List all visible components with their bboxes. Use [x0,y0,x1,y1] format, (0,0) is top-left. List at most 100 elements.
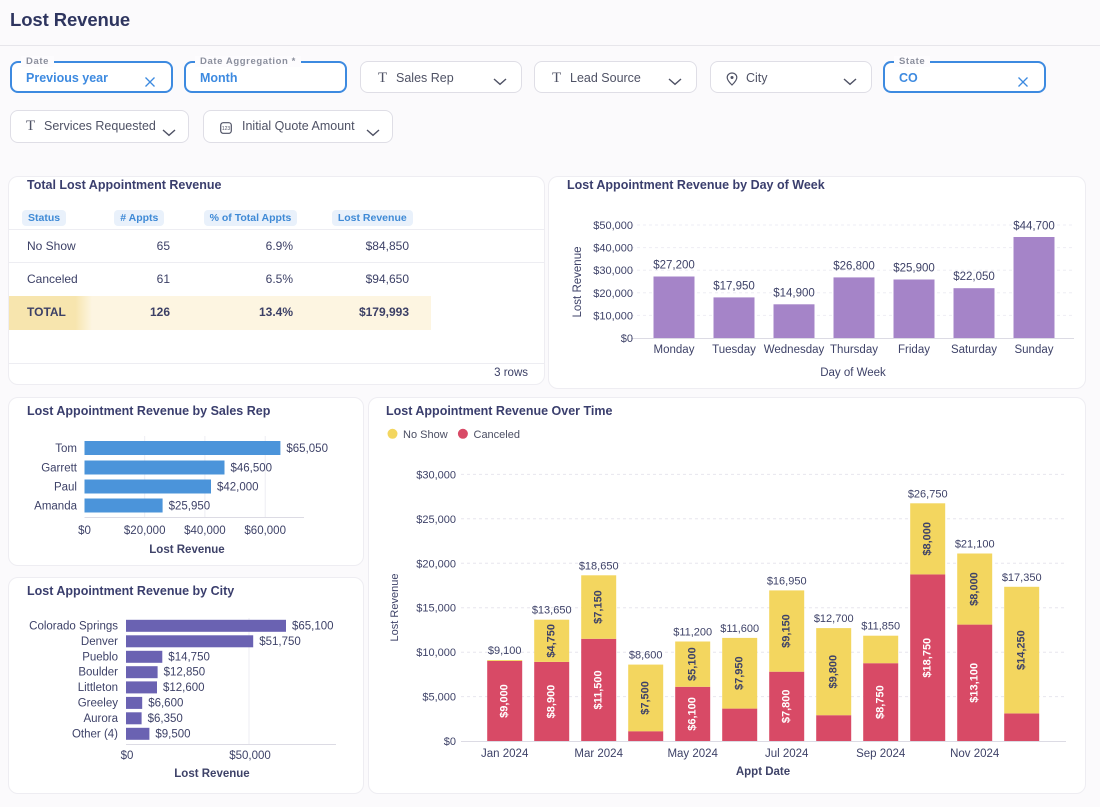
svg-text:$27,200: $27,200 [653,260,695,272]
svg-text:$11,600: $11,600 [720,623,759,635]
svg-text:$21,100: $21,100 [955,539,995,551]
svg-text:$8,000: $8,000 [922,522,934,556]
svg-text:$0: $0 [121,750,134,762]
svg-text:Amanda: Amanda [34,501,77,513]
svg-text:Sunday: Sunday [1014,344,1053,356]
svg-text:$12,700: $12,700 [814,613,854,625]
svg-text:Tuesday: Tuesday [712,344,756,356]
svg-text:$40,000: $40,000 [593,243,633,255]
svg-text:Wednesday: Wednesday [764,344,825,356]
svg-text:Tom: Tom [55,443,77,455]
svg-text:$30,000: $30,000 [593,265,633,277]
svg-text:$25,000: $25,000 [416,514,456,526]
svg-text:$17,950: $17,950 [713,280,755,292]
svg-text:Lost Revenue: Lost Revenue [389,574,401,642]
svg-text:Saturday: Saturday [951,344,997,356]
svg-text:$50,000: $50,000 [593,220,633,232]
svg-text:Greeley: Greeley [78,697,119,709]
svg-text:$25,950: $25,950 [169,501,211,513]
svg-text:$40,000: $40,000 [184,525,226,537]
svg-text:$0: $0 [78,525,91,537]
svg-text:Pueblo: Pueblo [82,651,118,663]
svg-text:$8,750: $8,750 [875,685,887,719]
svg-text:$11,200: $11,200 [673,627,712,639]
svg-text:$14,250: $14,250 [1016,630,1028,670]
svg-text:$20,000: $20,000 [124,525,166,537]
svg-text:$26,800: $26,800 [833,260,875,272]
svg-text:Lost Revenue: Lost Revenue [149,544,224,556]
svg-text:$46,500: $46,500 [231,463,273,475]
svg-text:$11,500: $11,500 [593,670,605,709]
svg-text:Other (4): Other (4) [72,728,118,740]
svg-text:$15,000: $15,000 [416,603,456,615]
svg-text:$10,000: $10,000 [593,310,633,322]
svg-text:Sep 2024: Sep 2024 [856,748,906,760]
svg-text:$8,900: $8,900 [546,685,558,719]
svg-text:Aurora: Aurora [83,713,118,725]
svg-text:$42,000: $42,000 [217,482,259,494]
svg-text:Littleton: Littleton [78,682,118,694]
svg-text:$7,950: $7,950 [734,656,746,690]
svg-text:$14,750: $14,750 [168,651,210,663]
svg-text:$7,800: $7,800 [781,689,793,723]
svg-text:$13,650: $13,650 [532,605,572,617]
svg-text:$30,000: $30,000 [416,469,456,481]
svg-text:$44,700: $44,700 [1013,221,1055,233]
svg-text:$20,000: $20,000 [593,288,633,300]
svg-text:$26,750: $26,750 [908,488,948,500]
svg-text:$14,900: $14,900 [773,287,815,299]
svg-text:Lost Revenue: Lost Revenue [572,247,584,318]
svg-text:Thursday: Thursday [830,344,878,356]
svg-text:$13,100: $13,100 [969,663,981,703]
svg-text:$0: $0 [444,736,456,748]
svg-text:Friday: Friday [898,344,930,356]
svg-text:Colorado Springs: Colorado Springs [29,620,118,632]
svg-text:Paul: Paul [54,482,77,494]
svg-text:$0: $0 [621,333,633,345]
svg-text:$5,000: $5,000 [422,692,456,704]
svg-text:Mar 2024: Mar 2024 [574,748,623,760]
svg-text:$9,150: $9,150 [781,614,793,648]
svg-text:Garrett: Garrett [41,463,78,475]
svg-text:$6,100: $6,100 [687,697,699,731]
svg-text:$7,500: $7,500 [640,681,652,715]
svg-text:$65,050: $65,050 [286,443,328,455]
svg-text:$4,750: $4,750 [546,624,558,658]
svg-text:$8,600: $8,600 [629,650,663,662]
svg-text:Canceled: Canceled [474,429,520,441]
svg-text:$9,500: $9,500 [155,728,190,740]
svg-text:$11,850: $11,850 [861,621,900,633]
svg-text:Jan 2024: Jan 2024 [481,748,529,760]
svg-text:$50,000: $50,000 [229,750,271,762]
svg-text:Day of Week: Day of Week [820,367,886,379]
svg-text:Monday: Monday [654,344,695,356]
svg-text:$17,350: $17,350 [1002,572,1042,584]
svg-text:$12,600: $12,600 [163,682,205,694]
svg-text:$9,800: $9,800 [828,655,840,689]
svg-text:Lost Revenue: Lost Revenue [174,768,249,780]
svg-text:$6,600: $6,600 [148,697,183,709]
svg-text:$10,000: $10,000 [416,647,456,659]
svg-text:$6,350: $6,350 [148,713,183,725]
svg-text:$22,050: $22,050 [953,271,995,283]
svg-text:$9,000: $9,000 [499,684,511,718]
svg-text:$12,850: $12,850 [164,667,206,679]
svg-text:$16,950: $16,950 [767,575,807,587]
svg-text:No Show: No Show [403,429,448,441]
svg-text:Boulder: Boulder [78,667,118,679]
svg-text:$18,750: $18,750 [922,638,934,678]
svg-text:Denver: Denver [81,636,118,648]
svg-text:123: 123 [222,126,231,132]
svg-text:$8,000: $8,000 [969,572,981,606]
svg-text:$25,900: $25,900 [893,263,935,275]
svg-text:$9,100: $9,100 [488,645,522,657]
svg-text:Appt Date: Appt Date [736,766,790,778]
svg-text:Jul 2024: Jul 2024 [765,748,809,760]
svg-text:$60,000: $60,000 [244,525,286,537]
svg-text:$5,100: $5,100 [687,647,699,681]
svg-text:$51,750: $51,750 [259,636,301,648]
svg-text:$65,100: $65,100 [292,620,334,632]
svg-text:$18,650: $18,650 [579,560,619,572]
svg-text:$7,150: $7,150 [593,590,605,624]
svg-text:May 2024: May 2024 [667,748,718,760]
